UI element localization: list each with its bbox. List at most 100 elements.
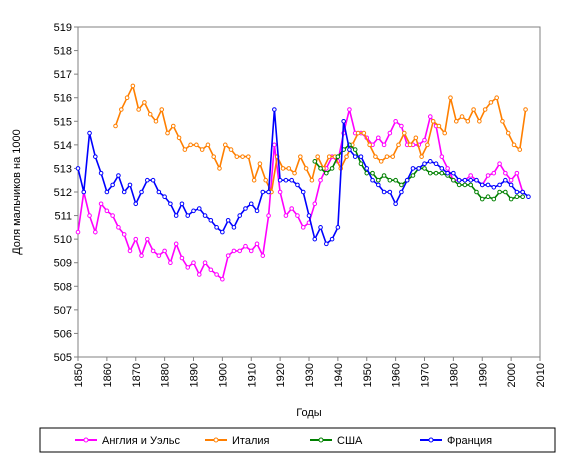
- point: [329, 166, 335, 171]
- y-tick-label: 514: [54, 140, 72, 152]
- y-axis-label: Доля мальчиков на 1000: [11, 129, 23, 255]
- point: [263, 177, 268, 183]
- point: [399, 189, 404, 195]
- point: [491, 170, 497, 176]
- point: [491, 196, 497, 202]
- point: [266, 189, 271, 195]
- plot-area: [77, 26, 541, 358]
- point: [448, 95, 453, 101]
- point: [422, 166, 427, 171]
- point: [373, 154, 378, 159]
- legend-marker: [83, 437, 89, 443]
- point: [318, 166, 323, 171]
- point: [341, 118, 346, 124]
- point: [425, 142, 430, 148]
- point: [485, 194, 491, 200]
- point: [179, 201, 185, 207]
- point: [439, 166, 445, 171]
- point: [257, 161, 263, 167]
- point: [430, 118, 436, 124]
- point: [260, 189, 266, 195]
- point: [254, 208, 260, 214]
- point: [387, 130, 393, 136]
- point: [485, 182, 491, 188]
- point: [225, 217, 231, 223]
- point: [295, 182, 300, 188]
- point: [156, 253, 162, 258]
- point: [142, 100, 147, 105]
- point: [93, 154, 98, 159]
- point: [399, 123, 404, 129]
- legend-label: США: [337, 435, 363, 447]
- point: [194, 142, 199, 148]
- point: [329, 236, 335, 242]
- point: [358, 154, 364, 159]
- x-tick-label: 1950: [362, 363, 374, 387]
- point: [462, 177, 468, 183]
- point: [381, 142, 387, 148]
- point: [439, 170, 445, 176]
- point: [306, 213, 312, 218]
- point: [228, 147, 234, 152]
- point: [220, 229, 225, 235]
- x-tick-label: 1890: [189, 363, 201, 387]
- point: [422, 137, 427, 143]
- point: [104, 208, 110, 214]
- point: [303, 166, 309, 171]
- point: [81, 189, 87, 195]
- y-tick-label: 516: [54, 93, 72, 105]
- point: [497, 161, 502, 167]
- legend-label: Франция: [447, 435, 492, 447]
- point: [445, 166, 450, 171]
- point: [277, 189, 283, 195]
- point: [248, 248, 254, 254]
- point: [318, 225, 323, 230]
- point: [182, 147, 188, 152]
- point: [246, 154, 251, 159]
- point: [162, 248, 167, 254]
- point: [324, 170, 329, 176]
- legend-label: Италия: [232, 435, 270, 447]
- x-tick-label: 1970: [420, 363, 432, 387]
- point: [208, 217, 214, 223]
- point: [335, 154, 341, 159]
- y-tick-label: 506: [54, 328, 72, 340]
- point: [75, 229, 81, 235]
- point: [130, 83, 136, 89]
- point: [87, 213, 92, 218]
- point: [231, 225, 237, 230]
- point: [401, 130, 407, 136]
- point: [110, 182, 115, 188]
- point: [335, 225, 341, 230]
- point: [110, 213, 115, 218]
- point: [520, 189, 525, 195]
- point: [445, 170, 450, 176]
- point: [185, 213, 191, 218]
- point: [514, 189, 520, 195]
- point: [474, 189, 479, 195]
- point: [139, 253, 144, 258]
- point: [289, 206, 294, 211]
- point: [387, 177, 393, 183]
- point: [436, 123, 442, 129]
- point: [214, 272, 219, 277]
- point: [199, 147, 205, 152]
- point: [500, 118, 505, 124]
- y-tick-label: 511: [54, 211, 72, 223]
- point: [427, 114, 433, 119]
- point: [150, 248, 156, 254]
- point: [376, 182, 381, 188]
- point: [508, 182, 514, 188]
- point: [225, 253, 231, 258]
- point: [312, 159, 318, 164]
- point: [390, 154, 396, 159]
- point: [113, 123, 118, 129]
- point: [196, 206, 202, 211]
- x-tick-label: 1870: [131, 363, 143, 387]
- point: [136, 107, 141, 112]
- point: [468, 177, 474, 183]
- x-tick-label: 1920: [275, 363, 287, 387]
- point: [358, 161, 364, 167]
- point: [427, 159, 433, 164]
- point: [404, 177, 410, 183]
